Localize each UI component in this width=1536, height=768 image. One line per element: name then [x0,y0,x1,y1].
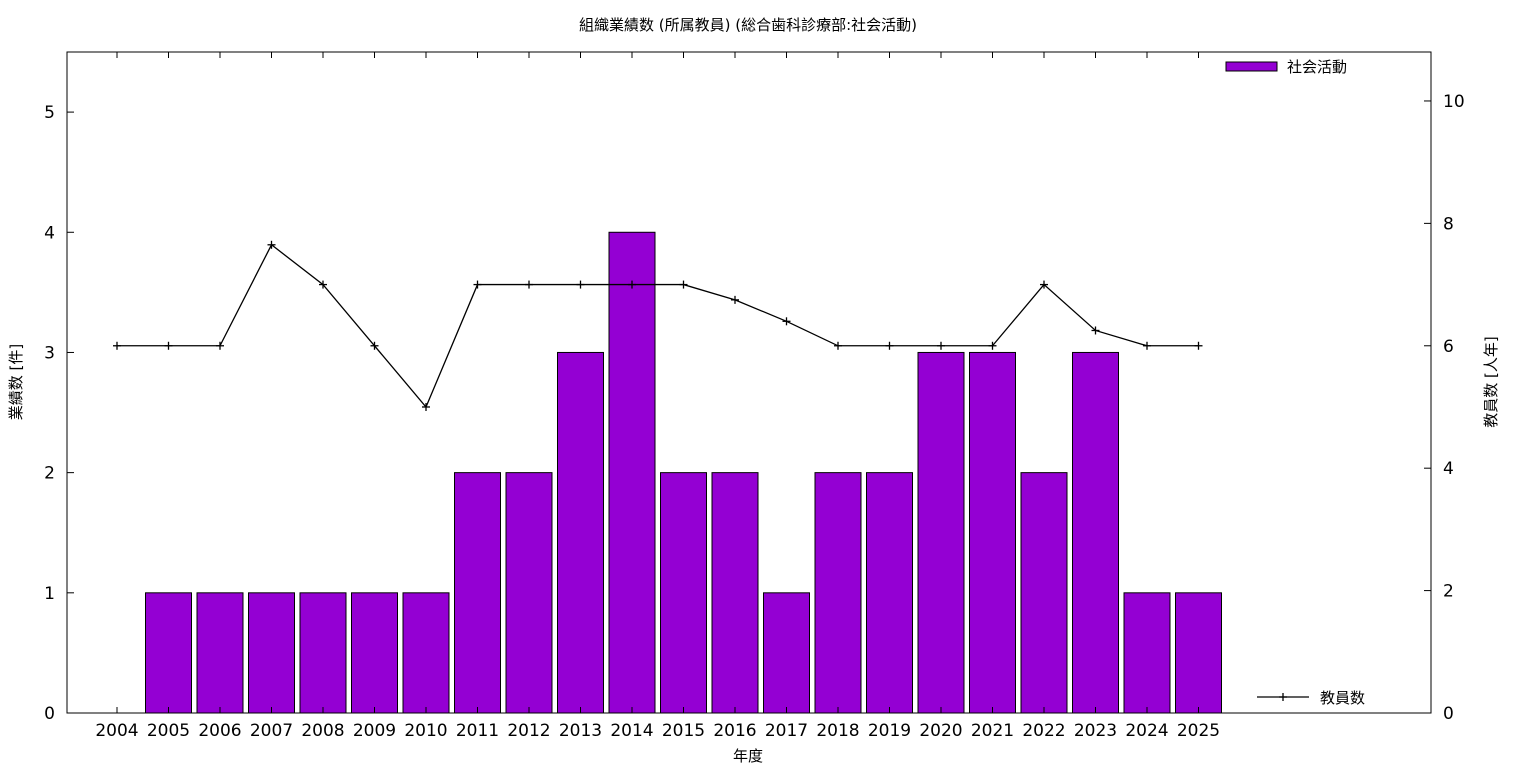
legend-bar-label: 社会活動 [1287,58,1347,76]
y2-tick-label: 8 [1443,214,1454,234]
bar [660,472,707,714]
x-tick-label: 2018 [816,721,859,741]
y-tick-label: 3 [44,343,55,363]
x-tick-label: 2017 [765,721,808,741]
x-tick-label: 2009 [353,721,396,741]
bar [505,472,553,714]
bar [196,592,244,714]
y-tick-label: 2 [44,464,55,484]
bar [763,592,810,714]
x-tick-label: 2022 [1022,721,1065,741]
y2-axis-title: 教員数 [人年] [1482,336,1500,427]
x-tick-label: 2020 [919,721,962,741]
bar [402,592,450,714]
x-tick-label: 2006 [198,721,241,741]
bar [248,592,295,714]
bar [1072,351,1119,714]
y2-tick-label: 4 [1443,459,1454,479]
y-tick-label: 5 [44,103,55,123]
bar [145,592,192,714]
x-tick-label: 2016 [713,721,756,741]
legend-bar-swatch [1225,61,1278,72]
bar [299,592,347,714]
bar [866,472,913,714]
bar [608,231,656,714]
y-axis-title: 業績数 [件] [7,344,25,420]
x-tick-label: 2011 [456,721,499,741]
x-axis-title: 年度 [733,747,763,765]
x-tick-label: 2005 [147,721,190,741]
y-tick-label: 0 [44,704,55,724]
bar-series [145,231,1222,714]
x-tick-label: 2014 [610,721,653,741]
x-tick-label: 2024 [1125,721,1168,741]
line-series [113,240,1203,411]
x-tick-label: 2023 [1074,721,1117,741]
x-tick-label: 2013 [559,721,602,741]
legend-line: 教員数 [1257,689,1365,707]
y-tick-label: 4 [44,223,55,243]
bar [351,592,398,714]
y2-tick-label: 6 [1443,337,1454,357]
x-tick-label: 2004 [95,721,138,741]
x-tick-label: 2010 [404,721,447,741]
chart-title: 組織業績数 (所属教員) (総合歯科診療部:社会活動) [579,16,917,34]
x-tick-label: 2019 [868,721,911,741]
legend-line-label: 教員数 [1320,689,1365,707]
y2-tick-label: 0 [1443,704,1454,724]
bar [1123,592,1171,714]
axis-ticks: 2004 2005 2006 2007 2008 2009 2010 2011 2012 2013… [44,52,1465,741]
bar [969,351,1016,714]
y-tick-label: 1 [44,584,55,604]
y2-tick-label: 10 [1443,92,1465,112]
bar [917,351,965,714]
bar [557,351,604,714]
y2-tick-label: 2 [1443,582,1454,602]
line-path [117,243,1199,409]
x-tick-label: 2015 [662,721,705,741]
legend-bars: 社会活動 [1225,58,1347,76]
bar [711,472,759,714]
x-tick-label: 2008 [301,721,344,741]
bar [1175,592,1222,714]
bar [814,472,862,714]
x-tick-label: 2012 [507,721,550,741]
bar [1020,472,1068,714]
x-tick-label: 2025 [1177,721,1220,741]
x-tick-label: 2007 [250,721,293,741]
bar [454,472,501,714]
x-tick-label: 2021 [971,721,1014,741]
